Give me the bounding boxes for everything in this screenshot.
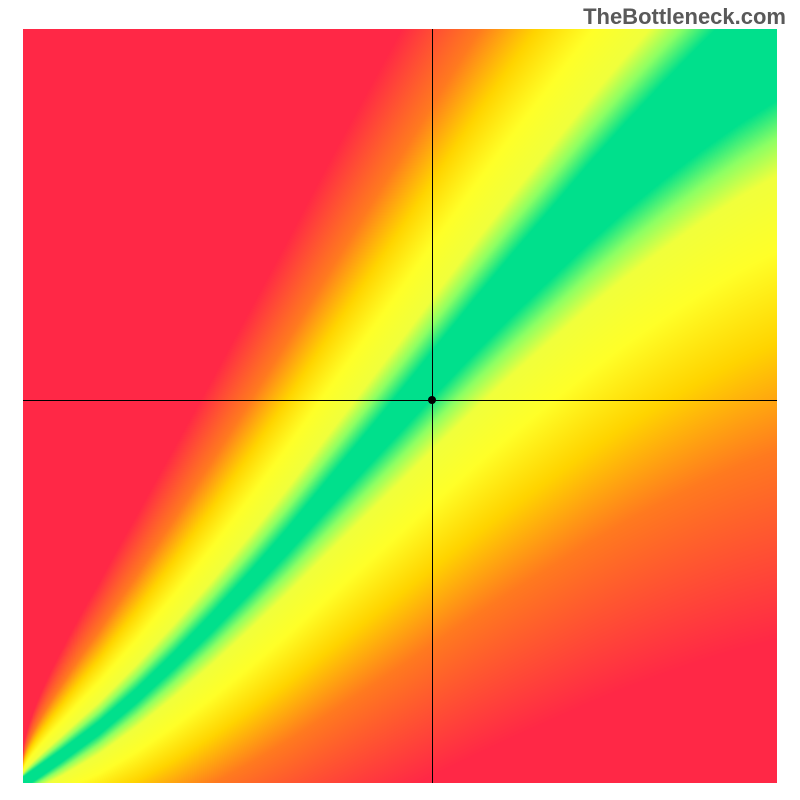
watermark-text: TheBottleneck.com	[583, 4, 786, 30]
bottleneck-heatmap	[23, 29, 777, 783]
crosshair-horizontal	[23, 400, 777, 401]
crosshair-marker	[428, 396, 436, 404]
heatmap-canvas	[23, 29, 777, 783]
crosshair-vertical	[432, 29, 433, 783]
